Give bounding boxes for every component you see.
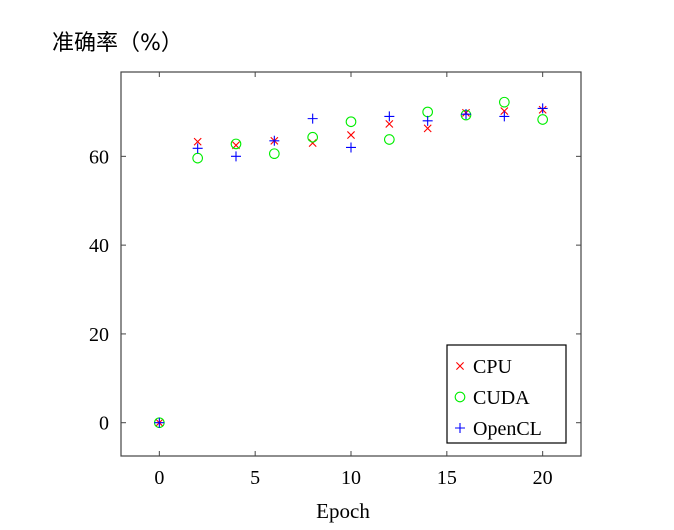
y-tick-label: 20 — [89, 324, 109, 346]
legend-label: OpenCL — [473, 418, 542, 440]
data-point-opencl — [384, 111, 395, 122]
legend-item-opencl: OpenCL — [455, 418, 542, 440]
data-point-cuda — [268, 148, 280, 160]
x-tick-label: 5 — [250, 467, 260, 489]
legend-marker-cpu — [456, 362, 464, 370]
tick-labels: 0 5 10 15 20 0 20 40 60 — [89, 146, 553, 489]
data-point-cuda — [345, 116, 357, 128]
legend-box — [446, 344, 567, 444]
data-point-opencl — [192, 143, 203, 154]
data-point-opencl — [499, 111, 510, 122]
data-point-cuda — [383, 134, 395, 145]
x-axis-title: Epoch — [316, 499, 370, 523]
legend-label: CPU — [473, 356, 512, 378]
data-point-opencl — [422, 115, 433, 126]
data-point-cpu — [193, 137, 202, 146]
y-axis-title: 准确率（%） — [52, 31, 183, 56]
data-point-opencl — [346, 142, 356, 153]
data-point-cpu — [500, 107, 509, 116]
data-point-cpu — [308, 139, 317, 148]
data-point-opencl — [537, 103, 548, 114]
legend-item-cpu: CPU — [456, 356, 512, 378]
data-point-cuda — [537, 114, 549, 125]
legend-marker-opencl — [455, 423, 465, 433]
data-marks — [153, 96, 549, 429]
data-point-opencl — [231, 151, 241, 162]
series-cuda — [153, 96, 549, 429]
x-tick-label: 0 — [154, 467, 164, 489]
x-tick-label: 10 — [341, 467, 361, 489]
data-point-opencl — [307, 113, 318, 124]
data-point-cuda — [230, 138, 242, 150]
x-tick-label: 20 — [533, 467, 553, 489]
data-point-cuda — [422, 106, 434, 118]
data-point-opencl — [154, 417, 165, 428]
data-point-cuda — [307, 131, 319, 143]
axis-ticks — [121, 72, 581, 456]
data-point-cuda — [498, 96, 510, 108]
y-tick-label: 40 — [89, 235, 109, 257]
y-tick-label: 0 — [99, 413, 109, 435]
legend-label: CUDA — [473, 387, 530, 409]
x-tick-label: 15 — [437, 467, 457, 489]
y-tick-label: 60 — [89, 146, 109, 168]
data-point-cuda — [192, 152, 204, 164]
legend-item-cuda: CUDA — [454, 387, 530, 409]
data-point-cpu — [385, 119, 394, 128]
legend-marker-cuda — [454, 391, 466, 403]
data-point-opencl — [269, 135, 280, 146]
legend: CPU CUDA OpenCL — [446, 344, 567, 444]
data-point-cpu — [423, 124, 432, 133]
data-point-cpu — [347, 131, 355, 140]
series-opencl — [154, 103, 548, 428]
data-point-opencl — [461, 109, 471, 120]
